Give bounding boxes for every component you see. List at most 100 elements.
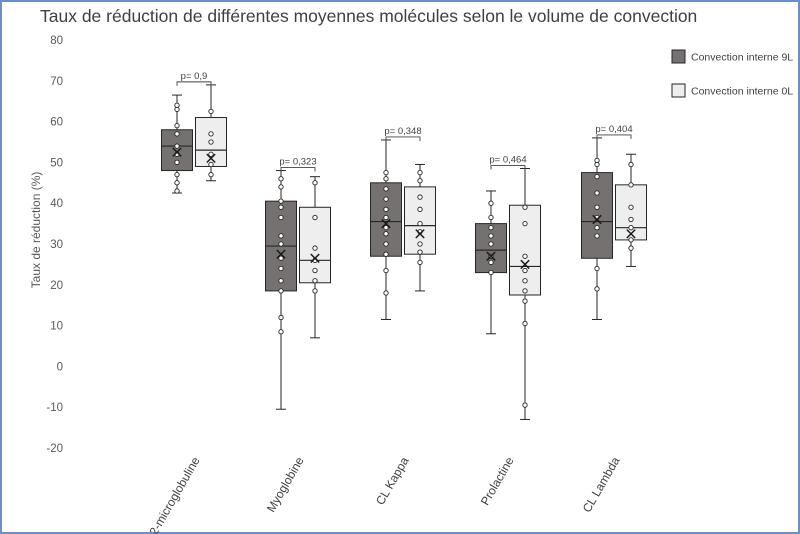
data-point — [383, 176, 389, 182]
data-point — [522, 320, 528, 327]
data-point — [628, 216, 634, 223]
box-0-3 — [475, 190, 507, 335]
data-point — [594, 233, 600, 239]
p-value-bracket — [280, 167, 316, 172]
data-point — [312, 180, 318, 186]
data-point — [594, 157, 600, 164]
data-point — [594, 174, 600, 180]
box-0-0 — [161, 94, 193, 194]
data-point — [208, 131, 214, 137]
data-point — [522, 204, 528, 210]
box-0-4 — [581, 137, 613, 320]
data-point — [417, 220, 423, 227]
data-point — [208, 161, 214, 168]
mean-marker — [381, 218, 391, 229]
data-point — [522, 253, 528, 259]
data-point — [488, 225, 494, 231]
data-point — [488, 214, 494, 221]
y-axis-label: Taux de réduction (%) — [29, 172, 43, 289]
p-value-bracket — [176, 81, 212, 86]
data-point — [417, 259, 423, 266]
chart-title: Taux de réduction de différentes moyenne… — [40, 6, 698, 26]
data-point — [417, 249, 423, 255]
data-point — [278, 233, 284, 239]
box-iqr — [475, 223, 507, 274]
data-point — [488, 259, 494, 266]
data-point — [383, 196, 389, 202]
data-point — [417, 241, 423, 247]
p-value-annotations: p= 0,9 p= 0,323 p= 0,348 p= 0,464 p= 0,404 — [176, 71, 633, 172]
data-point — [278, 184, 284, 190]
legend-label: Convection interne 0L — [691, 86, 793, 98]
data-point — [628, 161, 634, 168]
data-point — [278, 329, 284, 335]
x-category-label: B2-microglobuline — [142, 454, 202, 534]
data-point — [208, 151, 214, 157]
p-value-label: p= 0,9 — [181, 71, 208, 82]
data-point — [383, 206, 389, 212]
data-point — [522, 278, 528, 284]
box-1-1 — [299, 176, 331, 339]
y-axis-ticks: -20 -10 0 10 20 30 40 50 60 70 80 — [46, 35, 63, 455]
box-1-3 — [509, 168, 541, 420]
data-point — [278, 265, 284, 272]
data-point — [278, 198, 284, 204]
p-value-bracket — [596, 134, 632, 139]
data-point — [594, 265, 600, 272]
y-tick-label: 50 — [50, 157, 63, 169]
data-point — [312, 288, 318, 294]
p-value-label: p= 0,464 — [489, 155, 526, 166]
x-category-label: CL Lambda — [580, 454, 623, 515]
data-point — [522, 220, 528, 227]
y-tick-label: 20 — [50, 280, 63, 292]
legend-swatch — [671, 83, 686, 98]
box-iqr — [615, 184, 647, 241]
data-point — [278, 204, 284, 210]
box-1-0 — [195, 84, 227, 182]
mean-marker — [486, 251, 496, 261]
p-value-label: p= 0,348 — [384, 126, 421, 137]
data-point — [628, 237, 634, 243]
data-point — [488, 269, 494, 276]
legend: Convection interne 9L Convection interne … — [671, 49, 793, 98]
data-point — [383, 241, 389, 247]
data-point — [278, 314, 284, 321]
data-point — [383, 267, 389, 274]
data-point — [628, 245, 634, 251]
data-point — [312, 214, 318, 221]
data-point — [208, 171, 214, 178]
data-point — [208, 108, 214, 115]
data-point — [174, 188, 180, 194]
data-point — [594, 190, 600, 196]
y-tick-label: 70 — [50, 76, 63, 88]
data-point — [174, 180, 180, 186]
mean-marker — [626, 229, 636, 239]
data-point — [594, 204, 600, 210]
mean-marker — [206, 153, 216, 164]
data-point — [522, 288, 528, 294]
y-tick-label: 40 — [50, 198, 63, 210]
data-point — [417, 169, 423, 176]
data-point — [488, 233, 494, 239]
y-tick-label: 30 — [50, 239, 63, 251]
y-tick-label: 60 — [50, 117, 63, 129]
legend-swatch — [671, 49, 686, 64]
legend-label: Convection interne 9L — [691, 52, 793, 64]
y-tick-label: -10 — [46, 402, 63, 414]
data-point — [383, 169, 389, 176]
data-point — [628, 182, 634, 188]
data-point — [628, 225, 634, 231]
data-point — [278, 255, 284, 261]
x-category-label: Myoglobine — [264, 454, 307, 514]
x-category-label: Prolactine — [478, 454, 517, 507]
data-point — [278, 241, 284, 247]
data-point — [208, 139, 214, 145]
data-point — [417, 178, 423, 184]
x-axis-categories: B2-microglobuline Myoglobine CL Kappa Prola… — [142, 454, 622, 534]
mean-marker — [415, 229, 425, 239]
data-point — [383, 186, 389, 192]
mean-marker — [592, 214, 602, 225]
x-category-label: CL Kappa — [373, 454, 412, 507]
data-point — [522, 267, 528, 274]
